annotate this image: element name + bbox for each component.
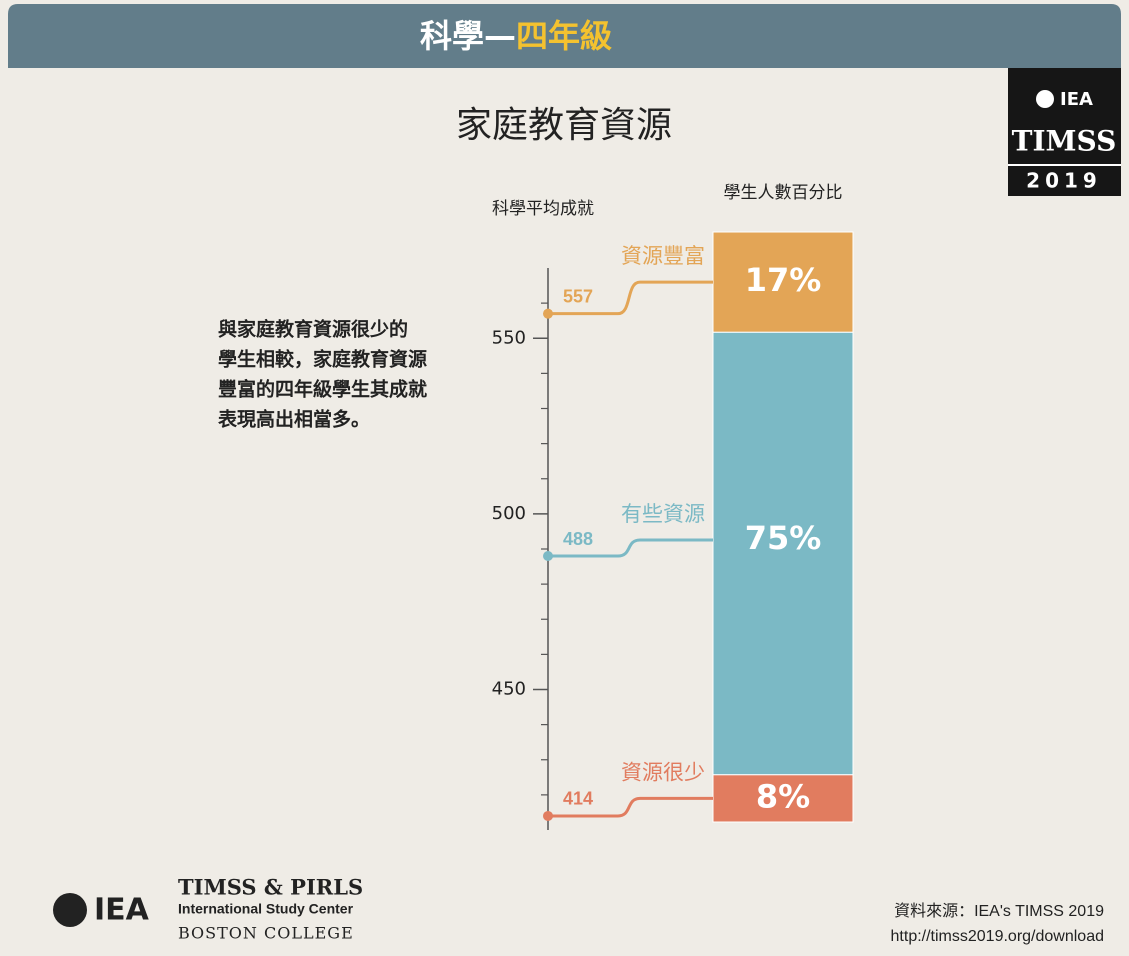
- header-grade: 四年級: [516, 17, 612, 55]
- score-label: 414: [563, 789, 593, 809]
- series-name: 資源很少: [621, 760, 705, 784]
- bar-segment: [712, 331, 854, 776]
- footer-icon: [53, 893, 87, 927]
- y-tick-label: 550: [492, 327, 526, 348]
- annotation-line: 學生相較，家庭教育資源: [218, 348, 427, 371]
- chart-title: 家庭教育資源: [456, 105, 672, 146]
- source: 資料來源：IEA's TIMSS 2019: [894, 902, 1104, 920]
- y-tick-label: 450: [492, 679, 526, 700]
- annotation-line: 表現高出相當多。: [218, 408, 370, 431]
- header-subject: 科學—: [420, 17, 516, 55]
- header-title: 科學—四年級: [420, 17, 612, 55]
- score-label: 557: [563, 286, 593, 306]
- percent-label: 8%: [756, 777, 810, 815]
- score-point: [543, 810, 553, 821]
- logo-study: TIMSS: [1012, 125, 1117, 158]
- footer-org: IEA: [94, 893, 150, 928]
- bar-label: 學生人數百分比: [724, 183, 843, 203]
- score-label: 488: [563, 529, 593, 549]
- y-axis-label: 科學平均成就: [492, 199, 594, 219]
- connector: [548, 796, 713, 818]
- logo-icon: [1036, 90, 1054, 108]
- percent-label: 17%: [745, 261, 822, 299]
- logo-year: 2019: [1026, 169, 1102, 193]
- series-name: 有些資源: [621, 502, 705, 526]
- bar-segment: [712, 231, 854, 333]
- y-tick-label: 500: [492, 503, 526, 524]
- annotation-line: 與家庭教育資源很少的: [218, 318, 408, 341]
- score-point: [543, 308, 553, 319]
- source-url: http://timss2019.org/download: [891, 928, 1104, 945]
- connector: [548, 538, 713, 558]
- connector: [548, 280, 713, 316]
- score-point: [543, 551, 553, 562]
- series-name: 資源豐富: [621, 244, 705, 268]
- header-bar: [8, 4, 1121, 68]
- footer-center-sub: International Study Center: [178, 901, 354, 917]
- annotation-line: 豐富的四年級學生其成就: [218, 378, 427, 401]
- bar-segment: [712, 774, 854, 823]
- logo-org: IEA: [1060, 89, 1093, 110]
- footer-college: BOSTON COLLEGE: [178, 924, 354, 943]
- percent-label: 75%: [745, 519, 822, 557]
- logo-box: [1008, 68, 1121, 196]
- footer-center: TIMSS & PIRLS: [178, 875, 363, 900]
